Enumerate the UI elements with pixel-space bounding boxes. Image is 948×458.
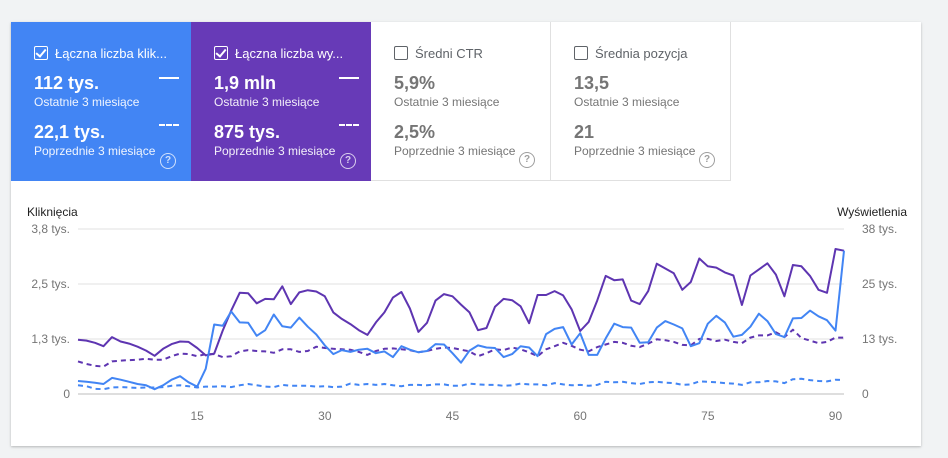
dashed-line-legend-icon	[339, 124, 359, 126]
current-value: 112 tys.	[34, 73, 100, 93]
right-tick-label: 25 tys.	[862, 277, 897, 291]
left-axis-title: Kliknięcia	[27, 205, 78, 219]
right-tick-label: 0	[862, 387, 869, 401]
tile-average-ctr[interactable]: Średni CTR 5,9% Ostatnie 3 miesiące 2,5%…	[371, 22, 551, 181]
performance-card: Łączna liczba klik... 112 tys. Ostatnie …	[11, 22, 921, 446]
tile-header: Średnia pozycja	[574, 44, 730, 62]
tile-total-clicks[interactable]: Łączna liczba klik... 112 tys. Ostatnie …	[11, 22, 191, 181]
previous-value: 875 tys.	[214, 122, 281, 142]
x-tick-label: 60	[573, 409, 587, 423]
metric-tiles: Łączna liczba klik... 112 tys. Ostatnie …	[11, 22, 731, 181]
x-tick-label: 15	[190, 409, 204, 423]
previous-period-label: Poprzednie 3 miesiące	[214, 144, 336, 158]
right-tick-label: 38 tys.	[862, 222, 897, 236]
solid-line-legend-icon	[159, 77, 179, 79]
x-tick-label: 30	[318, 409, 332, 423]
impressions-solid-series-line	[77, 248, 845, 357]
right-tick-label: 13 tys.	[862, 332, 897, 346]
current-value: 1,9 mln	[214, 73, 277, 93]
current-period-label: Ostatnie 3 miesiące	[394, 95, 500, 109]
help-icon[interactable]: ?	[699, 152, 715, 168]
x-tick-label: 90	[829, 409, 843, 423]
impressions-dashed-series-line	[77, 328, 844, 368]
checkbox-checked-icon[interactable]	[214, 46, 228, 60]
previous-value: 22,1 tys.	[34, 122, 106, 142]
checkbox-unchecked-icon[interactable]	[574, 46, 588, 60]
help-icon[interactable]: ?	[519, 152, 535, 168]
previous-period-label: Poprzednie 3 miesiące	[34, 144, 156, 158]
left-tick-label: 0	[63, 387, 70, 401]
clicks-solid-series-line	[77, 250, 845, 391]
previous-value: 21	[574, 122, 595, 142]
clicks-dashed-series-line	[77, 377, 845, 391]
help-icon[interactable]: ?	[160, 153, 176, 169]
current-period-label: Ostatnie 3 miesiące	[574, 95, 680, 109]
current-period-label: Ostatnie 3 miesiące	[214, 95, 320, 109]
tile-total-impressions[interactable]: Łączna liczba wy... 1,9 mln Ostatnie 3 m…	[191, 22, 371, 181]
right-axis-title: Wyświetlenia	[837, 205, 907, 219]
left-tick-label: 2,5 tys.	[31, 277, 70, 291]
current-period-label: Ostatnie 3 miesiące	[34, 95, 140, 109]
x-tick-label: 45	[446, 409, 460, 423]
tile-header: Łączna liczba wy...	[214, 44, 371, 62]
previous-period-label: Poprzednie 3 miesiące	[574, 144, 696, 158]
left-tick-label: 1,3 tys.	[31, 332, 70, 346]
solid-line-legend-icon	[339, 77, 359, 79]
tile-header: Średni CTR	[394, 44, 550, 62]
current-value: 13,5	[574, 73, 610, 93]
previous-value: 2,5%	[394, 122, 436, 142]
performance-chart[interactable]: 3,8 tys. 38 tys. 2,5 tys. 25 tys. 1,3 tys. 13…	[11, 22, 921, 446]
current-value: 5,9%	[394, 73, 436, 93]
dashed-line-legend-icon	[159, 124, 179, 126]
x-tick-label: 75	[701, 409, 715, 423]
checkbox-unchecked-icon[interactable]	[394, 46, 408, 60]
tile-header: Łączna liczba klik...	[34, 44, 191, 62]
left-tick-label: 3,8 tys.	[31, 222, 70, 236]
checkbox-checked-icon[interactable]	[34, 46, 48, 60]
help-icon[interactable]: ?	[340, 153, 356, 169]
previous-period-label: Poprzednie 3 miesiące	[394, 144, 516, 158]
tile-average-position[interactable]: Średnia pozycja 13,5 Ostatnie 3 miesiące…	[551, 22, 731, 181]
